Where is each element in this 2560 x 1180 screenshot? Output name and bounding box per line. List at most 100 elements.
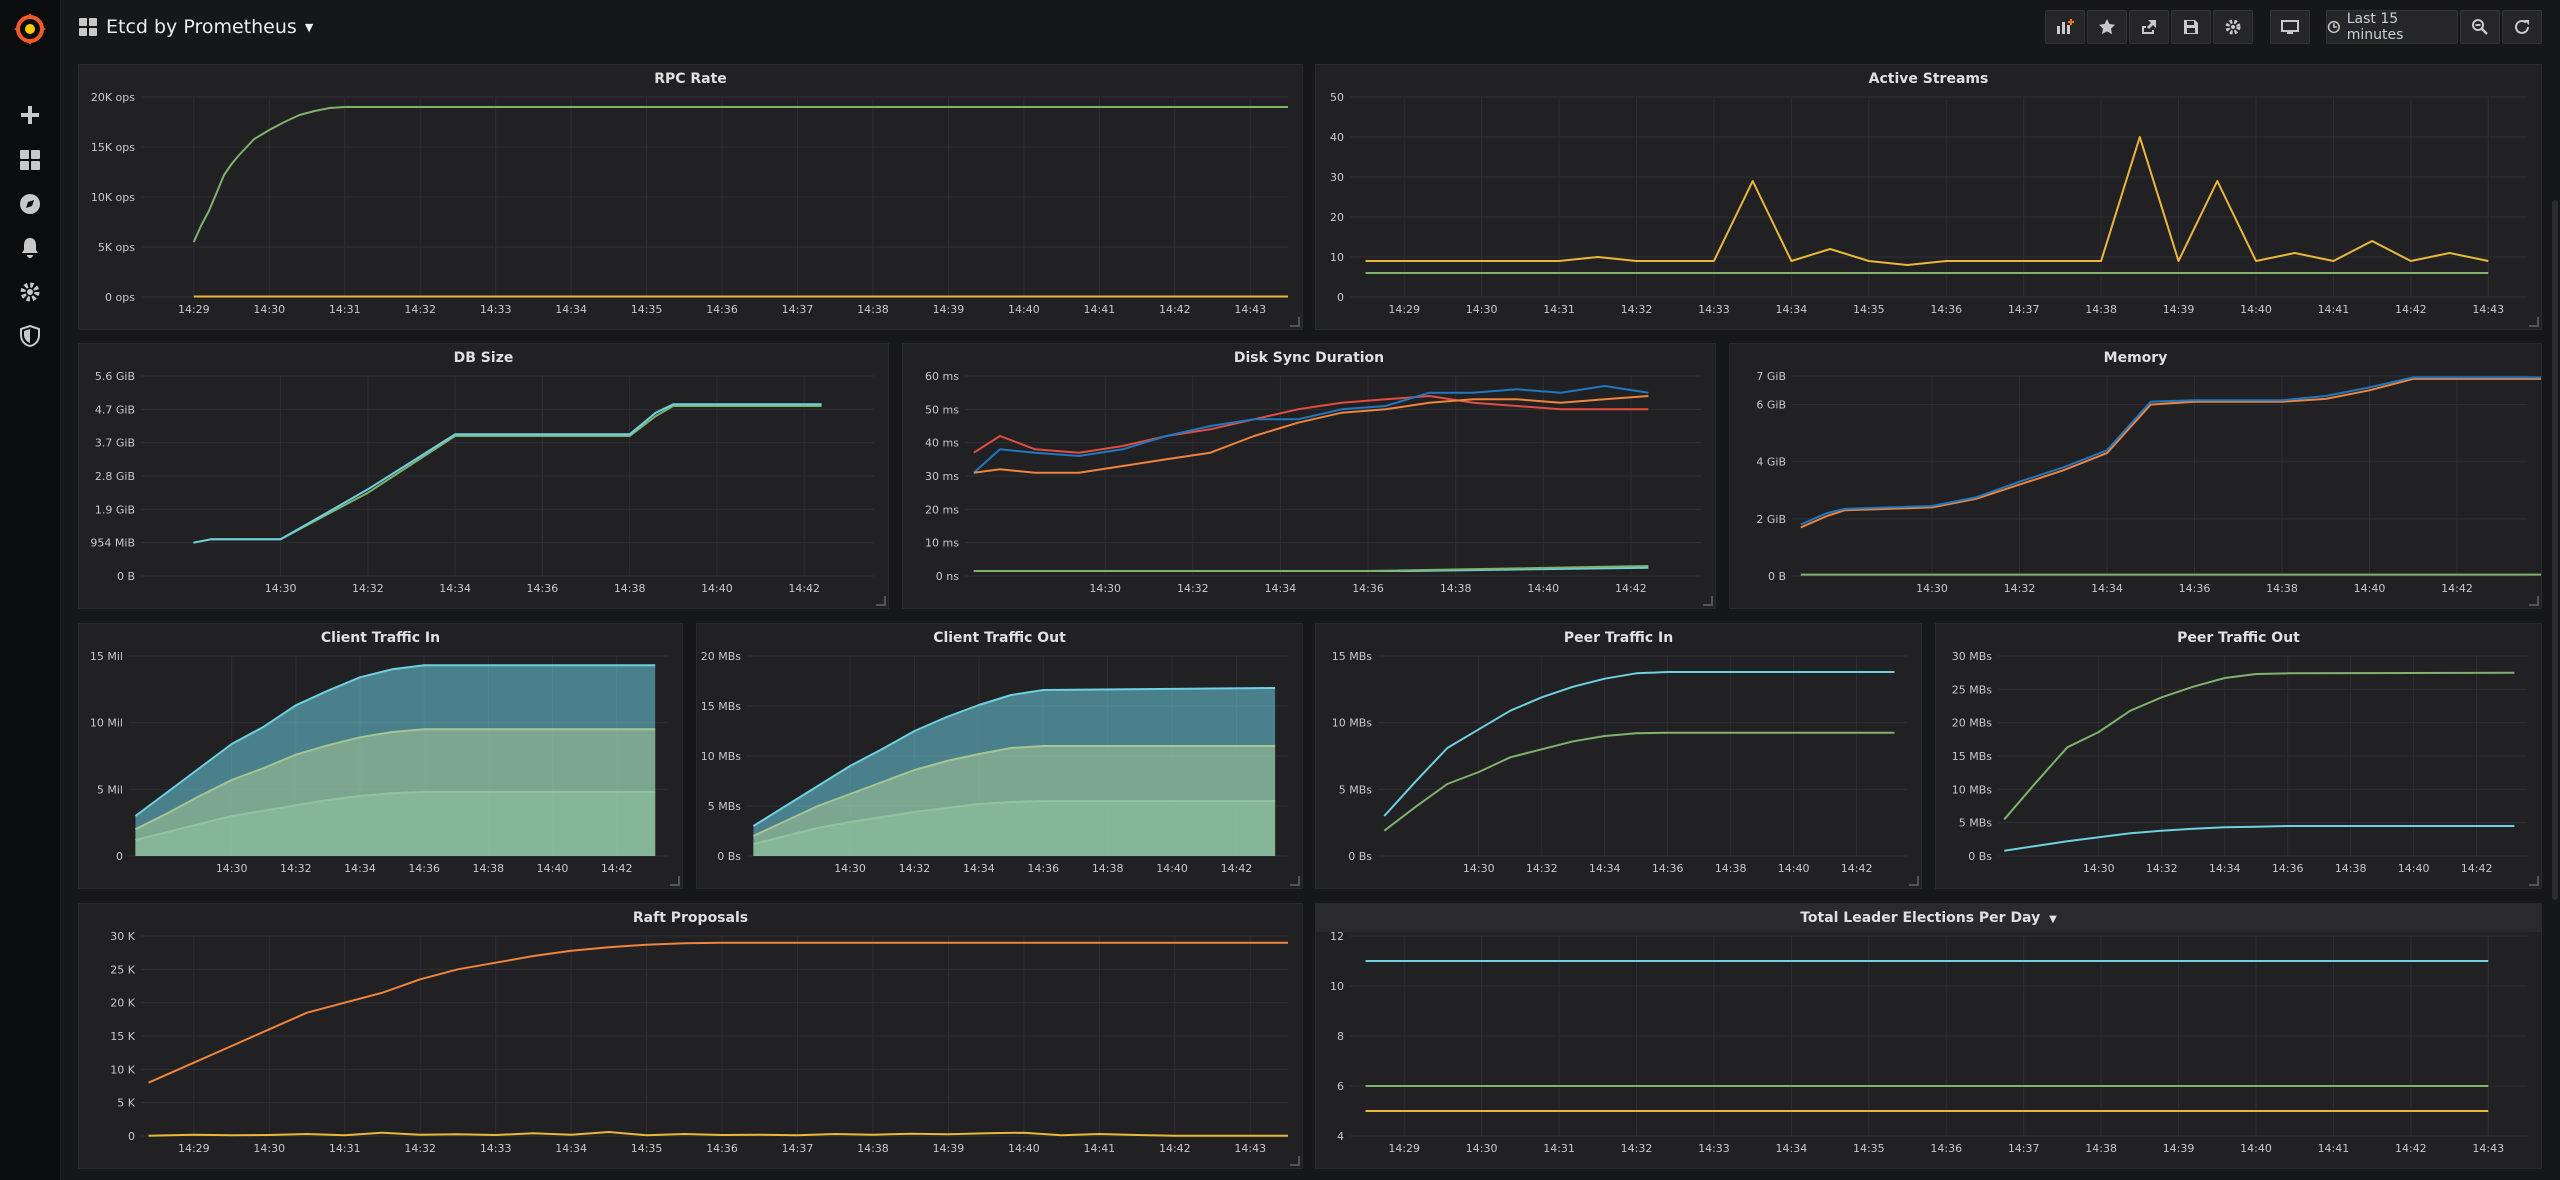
y-tick-label: 1.9 GiB [95,503,135,516]
resize-handle[interactable] [2529,596,2539,606]
resize-handle[interactable] [1909,876,1919,886]
series-line-cyan[interactable] [193,403,822,544]
x-tick-label: 14:29 [1388,303,1420,316]
y-tick-label: 40 [1330,131,1344,144]
panel-title[interactable]: Peer Traffic Out [2177,630,2300,646]
panel-total-leader-elections: 4 6 8 10 12 14:29 14:30 14:31 14:32 14:33 14:34 14:… [1315,903,2542,1169]
zoom-out-button[interactable] [2460,10,2500,44]
resize-handle[interactable] [1290,317,1300,327]
chart-svg[interactable]: 0 Bs 5 MBs 10 MBs 15 MBs 20 MBs 25 MBs 30 MBs 1… [1936,624,2541,888]
add-panel-button[interactable] [2045,10,2085,44]
plus-icon[interactable] [18,103,42,127]
series-line-cyan[interactable] [134,664,656,817]
x-tick-label: 14:32 [1526,862,1558,875]
x-tick-label: 14:33 [1698,303,1730,316]
series-line-blue[interactable] [1800,376,2541,526]
dashboards-icon[interactable] [18,148,42,172]
series-line-green[interactable] [1383,731,1895,832]
chart-svg[interactable]: 0 B 954 MiB 1.9 GiB 2.8 GiB 3.7 GiB 4.7 GiB 5.… [79,344,888,608]
chart-svg[interactable]: 0 ops 5K ops 10K ops 15K ops 20K ops 14:29 14:… [79,65,1302,329]
x-tick-label: 14:30 [265,582,297,595]
panel-title[interactable]: Raft Proposals [632,910,749,926]
series-line-green[interactable] [192,106,1288,243]
panel-title[interactable]: RPC Rate [654,71,727,87]
series-line-green[interactable] [2003,671,2515,820]
series-line-yellow[interactable] [1365,136,2489,266]
settings-button[interactable] [2213,10,2253,44]
gear-icon [2225,19,2241,35]
resize-handle[interactable] [876,596,886,606]
resize-handle[interactable] [1290,1156,1300,1166]
series-line-orange[interactable] [1800,377,2541,529]
chart-svg[interactable]: 0 5 K 10 K 15 K 20 K 25 K 30 K 14:29 14:30 14:31 1… [79,904,1302,1168]
x-tick-label: 14:36 [706,303,738,316]
series-line-yellow[interactable] [148,1131,1289,1137]
x-tick-label: 14:40 [2398,862,2430,875]
x-tick-label: 14:30 [1463,862,1495,875]
series-line-green[interactable] [193,405,822,544]
refresh-button[interactable] [2502,10,2542,44]
top-navbar: Etcd by Prometheus ▼ Last 15 minutes [60,0,2560,56]
series-line-orange[interactable] [148,941,1289,1084]
x-tick-label: 14:38 [1715,862,1747,875]
resize-handle[interactable] [1290,876,1300,886]
series-line-cyan[interactable] [1383,671,1895,817]
panel-title[interactable]: Total Leader Elections Per Day ▼ [1316,904,2541,932]
chart-svg[interactable]: 0 Bs 5 MBs 10 MBs 15 MBs 14:30 14:32 14:34 14:3… [1316,624,1921,888]
x-tick-label: 14:39 [933,1142,965,1155]
x-tick-label: 14:34 [344,862,376,875]
x-tick-label: 14:29 [1388,1142,1420,1155]
shield-icon[interactable] [18,324,42,348]
series-line-green[interactable] [973,565,1649,572]
panel-title[interactable]: Client Traffic In [320,630,441,646]
chart-svg[interactable]: 0 B 2 GiB 4 GiB 6 GiB 7 GiB 14:30 14:32 14:34 14… [1730,344,2541,608]
x-tick-label: 14:34 [555,303,587,316]
x-tick-label: 14:36 [2179,582,2211,595]
configuration-gear-icon[interactable] [18,280,42,304]
panel-title[interactable]: Client Traffic Out [933,630,1066,646]
zoom-out-icon [2472,19,2488,35]
resize-handle[interactable] [1703,596,1713,606]
resize-handle[interactable] [670,876,680,886]
x-tick-label: 14:30 [253,303,285,316]
star-icon [2099,19,2115,35]
resize-handle[interactable] [2529,876,2539,886]
panel-title[interactable]: Memory [2103,350,2168,366]
panel-title[interactable]: Disk Sync Duration [1233,350,1385,366]
chart-svg[interactable]: 0 Bs 5 MBs 10 MBs 15 MBs 20 MBs 14:30 14:32 14:… [697,624,1302,888]
x-tick-label: 14:40 [2240,303,2272,316]
panel-title[interactable]: Peer Traffic In [1563,630,1674,646]
explore-icon[interactable] [18,192,42,216]
series-line-orange[interactable] [973,395,1649,474]
chart-svg[interactable]: 4 6 8 10 12 14:29 14:30 14:31 14:32 14:33 14:34 14:… [1316,904,2541,1168]
series-line-red[interactable] [973,395,1649,454]
alerting-bell-icon[interactable] [18,236,42,260]
chart-svg[interactable]: 0 5 Mil 10 Mil 15 Mil 14:30 14:32 14:34 14:36 14… [79,624,682,888]
x-tick-label: 14:35 [1853,1142,1885,1155]
page-scrollbar[interactable] [2552,200,2558,900]
chart-svg[interactable]: 0 10 20 30 40 50 14:29 14:30 14:31 14:32 14:33 14:3… [1316,65,2541,329]
x-tick-label: 14:32 [899,862,931,875]
monitor-icon [2281,20,2299,34]
time-picker-button[interactable]: Last 15 minutes [2326,10,2458,44]
grafana-logo-icon[interactable] [13,12,47,46]
save-button[interactable] [2171,10,2211,44]
series-area-cyan [753,688,1276,856]
resize-handle[interactable] [2529,317,2539,327]
star-button[interactable] [2087,10,2127,44]
chart-svg[interactable]: 0 ns 10 ms 20 ms 30 ms 40 ms 50 ms 60 ms 14:30 1… [903,344,1715,608]
panel-memory: 0 B 2 GiB 4 GiB 6 GiB 7 GiB 14:30 14:32 14:34 14… [1729,343,2542,609]
series-line-cyan[interactable] [752,687,1276,827]
panel-menu-caret-icon[interactable]: ▼ [2049,914,2057,925]
cycle-view-mode-button[interactable] [2270,10,2310,44]
series-line-blue[interactable] [973,385,1649,474]
series-line-cyan[interactable] [2004,825,2515,852]
share-button[interactable] [2129,10,2169,44]
panel-title[interactable]: Active Streams [1868,71,1989,87]
panel-title[interactable]: DB Size [453,350,514,366]
panel-client-traffic-out: 0 Bs 5 MBs 10 MBs 15 MBs 20 MBs 14:30 14:32 14:… [696,623,1303,889]
x-tick-label: 14:34 [2091,582,2123,595]
dashboard-picker[interactable]: Etcd by Prometheus ▼ [78,16,313,38]
y-tick-label: 25 MBs [1952,683,1993,696]
x-tick-label: 14:30 [1466,303,1498,316]
